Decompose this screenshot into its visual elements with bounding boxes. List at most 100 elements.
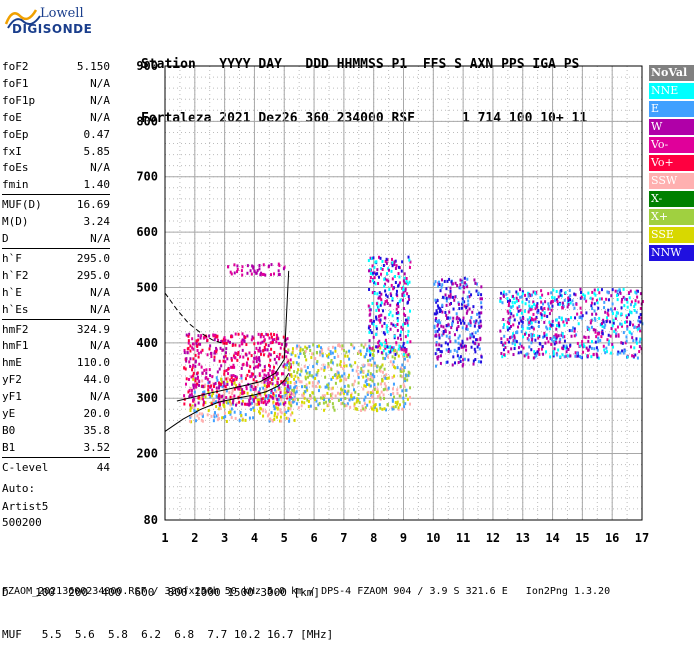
echo-point — [259, 394, 262, 398]
echo-point — [629, 303, 632, 307]
param-row-m-d-: M(D) 3.24 — [2, 213, 110, 231]
echo-point — [384, 387, 387, 391]
echo-point — [384, 289, 387, 293]
echo-point — [237, 332, 240, 336]
echo-point — [602, 320, 605, 324]
echo-point — [612, 345, 615, 349]
echo-point — [392, 360, 395, 364]
echo-point — [197, 334, 200, 338]
echo-point — [386, 272, 389, 276]
echo-point — [383, 302, 386, 306]
echo-point — [402, 396, 405, 400]
echo-point — [549, 324, 552, 328]
echo-point — [532, 290, 535, 294]
echo-point — [573, 306, 576, 310]
echo-point — [248, 416, 251, 420]
echo-point — [408, 402, 411, 406]
echo-point — [469, 321, 472, 325]
echo-point — [356, 407, 359, 411]
echo-point — [371, 391, 374, 395]
echo-point — [402, 290, 405, 294]
echo-point — [403, 384, 406, 388]
echo-point — [312, 365, 315, 369]
echo-point — [384, 300, 387, 304]
echo-point — [222, 337, 225, 341]
echo-point — [519, 342, 522, 346]
echo-point — [189, 357, 192, 361]
echo-point — [521, 290, 524, 294]
echo-point — [513, 339, 516, 343]
echo-point — [632, 354, 635, 358]
echo-point — [457, 336, 460, 340]
echo-point — [544, 300, 547, 304]
echo-point — [588, 327, 591, 331]
echo-point — [536, 302, 539, 306]
echo-point — [510, 347, 513, 351]
echo-point — [385, 299, 388, 303]
param-row-fof1p: foF1p N/A — [2, 92, 110, 110]
echo-point — [589, 296, 592, 300]
echo-point — [337, 371, 340, 375]
echo-point — [187, 334, 190, 338]
echo-point — [384, 384, 387, 388]
echo-point — [607, 291, 610, 295]
echo-point — [238, 383, 241, 387]
echo-point — [565, 350, 568, 354]
echo-point — [375, 325, 378, 329]
echo-point — [334, 349, 337, 353]
echo-point — [396, 349, 399, 353]
echo-point — [201, 419, 204, 423]
echo-point — [306, 366, 309, 370]
echo-point — [631, 354, 634, 358]
echo-point — [259, 341, 262, 345]
echo-point — [519, 308, 522, 312]
param-key: hmF2 — [2, 322, 29, 336]
echo-point — [370, 257, 373, 261]
echo-point — [217, 381, 220, 385]
echo-point — [466, 277, 469, 281]
echo-point — [621, 297, 624, 301]
echo-point — [201, 348, 204, 352]
echo-point — [559, 355, 562, 359]
echo-point — [433, 282, 436, 286]
echo-point — [445, 299, 448, 303]
echo-point — [470, 293, 473, 297]
echo-point — [447, 323, 450, 327]
echo-point — [462, 316, 465, 320]
echo-point — [347, 376, 350, 380]
echo-point — [456, 315, 459, 319]
distance-value: 600 — [134, 586, 155, 599]
extrapolated-profile-curve — [164, 292, 225, 345]
echo-point — [362, 363, 365, 367]
echo-point — [221, 394, 224, 398]
file-info-text: FZAOM_20213600234000.RSF / 320fx256h 50 … — [2, 586, 508, 597]
echo-point — [371, 264, 374, 268]
echo-point — [267, 378, 270, 382]
software-version: Ion2Png 1.3.20 — [525, 586, 611, 597]
echo-point — [348, 398, 351, 402]
echo-point — [607, 333, 610, 337]
echo-point — [321, 347, 324, 351]
echo-point — [552, 335, 555, 339]
echo-point — [194, 377, 197, 381]
echo-point — [534, 320, 537, 324]
echo-point — [559, 293, 562, 297]
echo-point — [467, 322, 470, 326]
echo-point — [563, 355, 566, 359]
echo-point — [399, 394, 402, 398]
echo-point — [220, 339, 223, 343]
echo-point — [311, 391, 314, 395]
echo-point — [315, 407, 318, 411]
echo-point — [506, 338, 509, 342]
echo-point — [382, 331, 385, 335]
echo-point — [280, 372, 283, 376]
echo-point — [373, 383, 376, 387]
echo-point — [295, 386, 298, 390]
echo-point — [379, 303, 382, 307]
echo-point — [402, 279, 405, 283]
echo-point — [606, 290, 609, 294]
echo-point — [503, 353, 506, 357]
echo-point — [580, 355, 583, 359]
echo-point — [513, 336, 516, 340]
echo-point — [266, 414, 269, 418]
